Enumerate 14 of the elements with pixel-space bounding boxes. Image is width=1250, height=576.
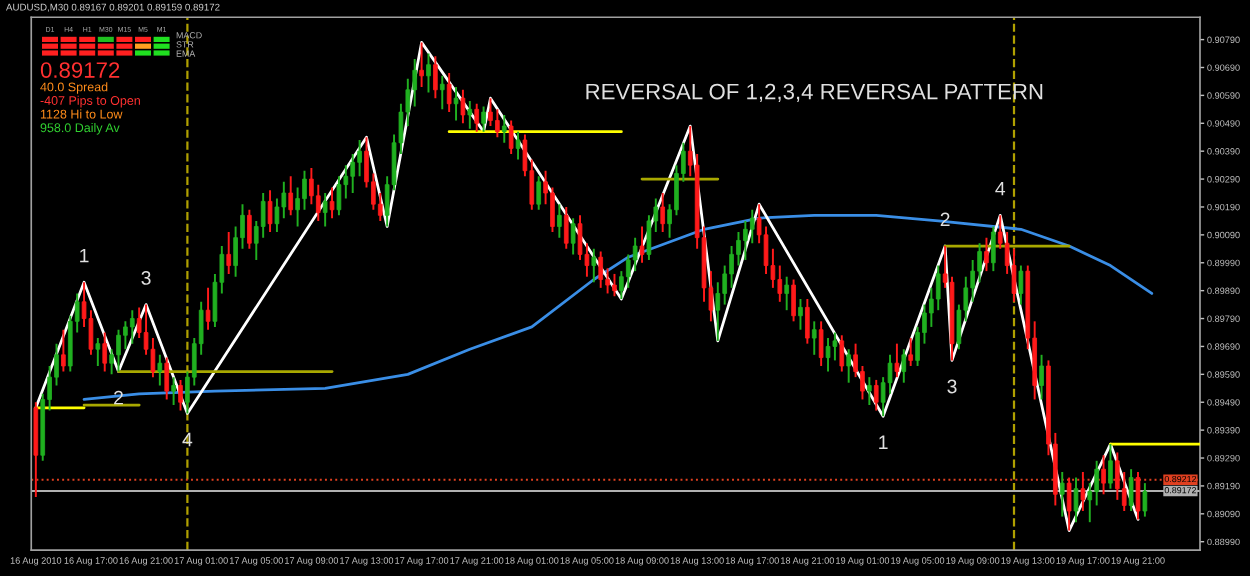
annotation: 4 [995, 181, 1006, 196]
candlestick [639, 225, 645, 264]
annotation: 1 [879, 435, 888, 449]
annotation: 3 [141, 271, 151, 285]
annotation: 3 [947, 379, 957, 394]
candlestick [426, 52, 431, 94]
annotation: 1 [80, 248, 89, 263]
candlestick [1073, 476, 1079, 524]
annotation: 0.89172 [40, 62, 120, 78]
candlestick [515, 130, 521, 161]
line-series [82, 213, 1154, 401]
candlestick [612, 272, 617, 298]
line-series [34, 41, 1140, 532]
text: REVERSAL OF 1,2,3,4 REVERSAL PATTERN [586, 83, 1043, 103]
